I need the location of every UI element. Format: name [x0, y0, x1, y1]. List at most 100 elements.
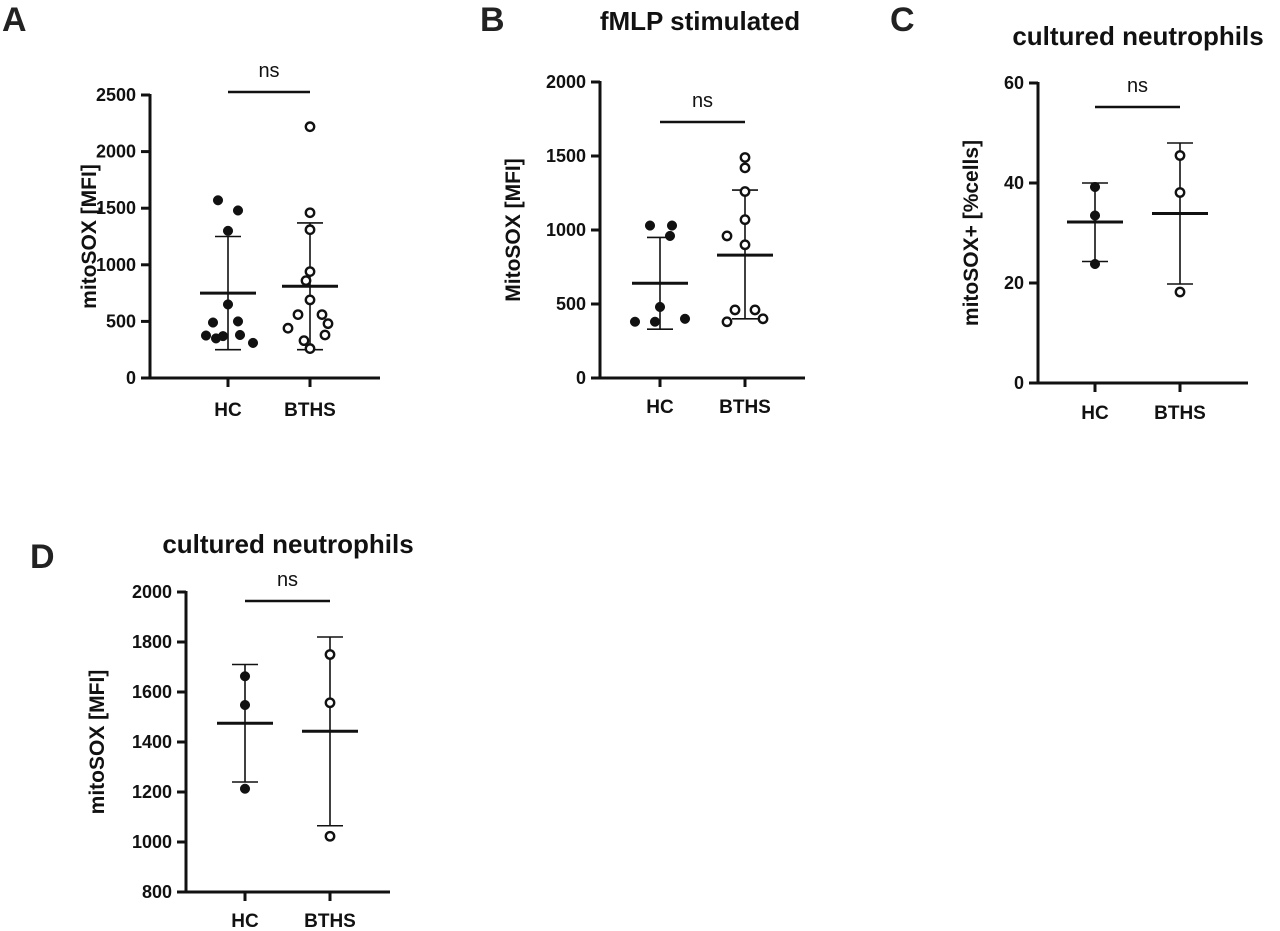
data-point — [644, 220, 656, 231]
x-tick-label: HC — [214, 400, 242, 421]
y-tick-label: 1600 — [132, 682, 172, 702]
data-point — [222, 299, 234, 310]
y-tick-label: 1200 — [132, 782, 172, 802]
group-bths — [717, 152, 773, 328]
y-tick-label: 500 — [106, 311, 136, 331]
data-point — [324, 649, 336, 660]
data-point — [739, 239, 751, 251]
chart-title: cultured neutrophils — [162, 529, 413, 559]
data-point — [234, 329, 246, 341]
x-tick-label: HC — [231, 911, 259, 931]
group-bths — [1152, 142, 1208, 298]
x-tick-label: HC — [1081, 403, 1109, 424]
data-point — [210, 333, 222, 344]
group-bths — [282, 121, 338, 354]
group-hc — [629, 220, 691, 330]
y-tick-label: 1000 — [96, 255, 136, 275]
y-tick-label: 0 — [1014, 373, 1024, 393]
data-point — [304, 266, 316, 277]
data-point — [304, 343, 316, 354]
y-axis-label: MitoSOX [MFI] — [502, 158, 525, 301]
significance-label: ns — [692, 90, 713, 112]
data-point — [212, 195, 224, 206]
group-hc — [1067, 181, 1123, 270]
y-axis-label: mitoSOX [MFI] — [86, 670, 109, 815]
group-bths — [302, 636, 358, 842]
data-point — [739, 214, 751, 226]
panel-letter: B — [480, 1, 505, 39]
data-point — [654, 301, 666, 313]
data-point — [324, 830, 336, 842]
y-tick-label: 2000 — [132, 582, 172, 602]
data-point — [304, 121, 316, 133]
data-point — [239, 783, 251, 794]
group-hc — [200, 195, 259, 351]
panel-letter: D — [30, 538, 55, 576]
chart-title: cultured neutrophils — [1012, 21, 1263, 51]
panel-letter: A — [2, 1, 27, 39]
data-point — [304, 224, 316, 236]
y-tick-label: 2500 — [96, 85, 136, 105]
data-point — [324, 697, 336, 709]
y-tick-label: 0 — [126, 368, 136, 388]
data-point — [1089, 210, 1101, 221]
data-point — [649, 316, 661, 327]
y-tick-label: 20 — [1004, 273, 1024, 293]
data-point — [1089, 258, 1101, 270]
significance-label: ns — [1127, 75, 1148, 97]
data-point — [629, 316, 641, 327]
data-point — [679, 313, 691, 324]
data-point — [200, 330, 212, 341]
y-tick-label: 800 — [142, 882, 172, 902]
x-tick-label: BTHS — [284, 400, 336, 421]
data-point — [304, 294, 316, 306]
data-point — [316, 309, 328, 321]
data-point — [239, 699, 251, 711]
group-hc — [217, 663, 273, 794]
data-point — [666, 220, 678, 231]
data-point — [319, 329, 331, 341]
data-point — [757, 313, 769, 325]
data-point — [729, 304, 741, 316]
data-point — [232, 316, 244, 327]
x-tick-label: BTHS — [1154, 403, 1206, 424]
data-point — [739, 152, 751, 163]
y-tick-label: 2000 — [96, 142, 136, 162]
x-tick-label: HC — [646, 397, 674, 418]
data-point — [300, 275, 312, 287]
data-point — [247, 337, 259, 348]
data-point — [1174, 187, 1186, 198]
y-tick-label: 1800 — [132, 632, 172, 652]
data-point — [322, 318, 334, 330]
y-tick-label: 1400 — [132, 732, 172, 752]
y-tick-label: 2000 — [546, 72, 586, 92]
y-axis-label: mitoSOX [MFI] — [78, 164, 101, 309]
data-point — [739, 186, 751, 197]
y-tick-label: 0 — [576, 368, 586, 388]
data-point — [207, 317, 219, 328]
y-tick-label: 60 — [1004, 73, 1024, 93]
data-point — [721, 230, 733, 242]
y-tick-label: 1500 — [546, 146, 586, 166]
y-tick-label: 1000 — [546, 220, 586, 240]
data-point — [1174, 286, 1186, 298]
data-point — [292, 309, 304, 321]
data-point — [282, 322, 294, 334]
data-point — [222, 225, 234, 236]
data-point — [749, 304, 761, 316]
panel-letter: C — [890, 1, 915, 39]
data-point — [239, 671, 251, 682]
chart-title: fMLP stimulated — [600, 6, 800, 36]
data-point — [232, 205, 244, 216]
data-point — [739, 162, 751, 174]
data-point — [304, 207, 316, 219]
significance-label: ns — [277, 569, 298, 591]
data-point — [1089, 181, 1101, 193]
y-tick-label: 40 — [1004, 173, 1024, 193]
x-tick-label: BTHS — [719, 397, 771, 418]
